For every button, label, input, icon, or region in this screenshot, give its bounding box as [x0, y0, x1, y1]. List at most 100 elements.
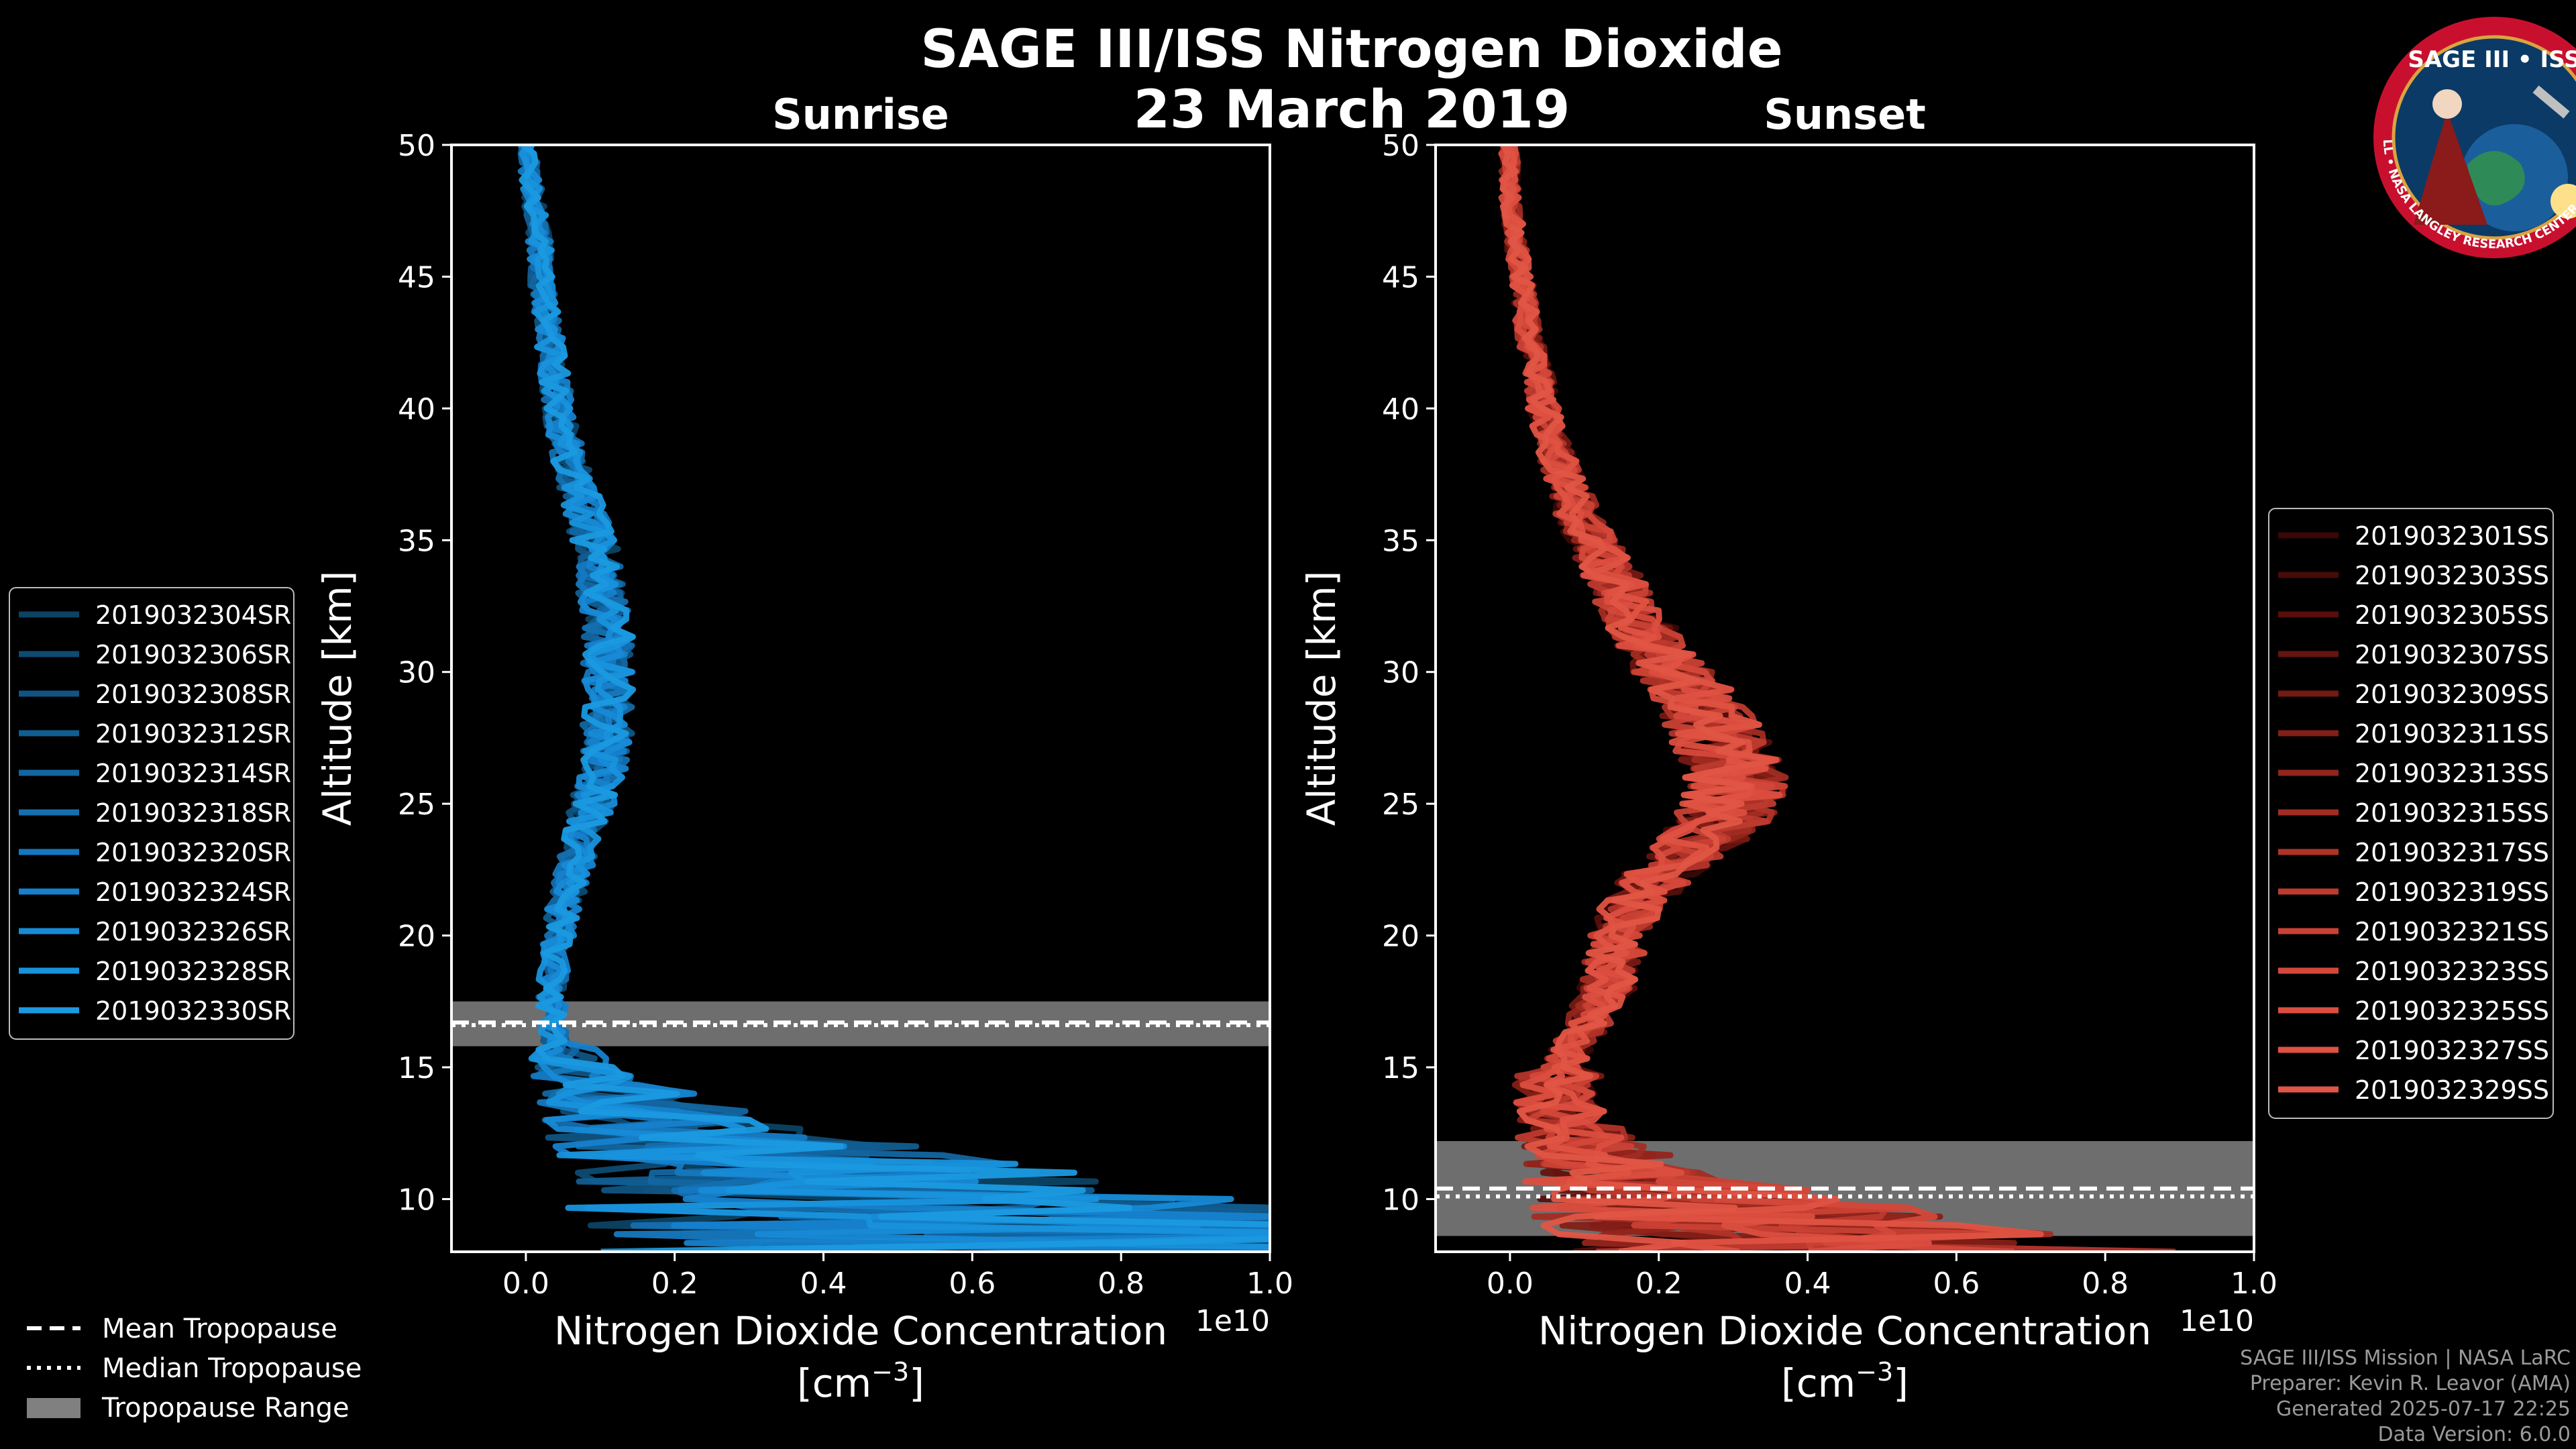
x-tick-label: 0.6	[1933, 1267, 1980, 1301]
legend-label-2019032303SS: 2019032303SS	[2355, 561, 2549, 590]
legend-label-2019032313SS: 2019032313SS	[2355, 759, 2549, 788]
legend-label-2019032309SS: 2019032309SS	[2355, 680, 2549, 709]
x-scale-label: 1e10	[1195, 1304, 1270, 1338]
legend-label-2019032327SS: 2019032327SS	[2355, 1036, 2549, 1065]
legend-label-2019032321SS: 2019032321SS	[2355, 917, 2549, 947]
y-tick-label: 50	[398, 129, 435, 163]
y-axis-label: Altitude [km]	[1299, 571, 1344, 826]
panel-title: Sunrise	[772, 90, 949, 139]
x-tick-label: 1.0	[1246, 1267, 1293, 1301]
legend-label-2019032307SS: 2019032307SS	[2355, 640, 2549, 669]
x-tick-label: 0.2	[651, 1267, 698, 1301]
profile-line-2019032321SS	[1498, 145, 2017, 1252]
chart-title: SAGE III/ISS Nitrogen Dioxide	[920, 19, 1782, 80]
legend-label-2019032325SS: 2019032325SS	[2355, 996, 2549, 1026]
y-tick-label: 20	[1382, 920, 1419, 954]
legend-label-2019032319SS: 2019032319SS	[2355, 877, 2549, 907]
x-tick-label: 0.0	[1487, 1267, 1534, 1301]
legend-label-2019032306SR: 2019032306SR	[95, 640, 291, 669]
legend-label-2019032314SR: 2019032314SR	[95, 759, 291, 788]
panel-title: Sunset	[1764, 90, 1926, 139]
x-tick-label: 0.6	[949, 1267, 996, 1301]
x-axis-unit-open: [cm	[797, 1360, 871, 1406]
logo-text: SAGE III • ISS	[2408, 46, 2576, 73]
legend-frame	[2268, 508, 2554, 1119]
legend-label-2019032304SR: 2019032304SR	[95, 600, 291, 630]
x-tick-label: 0.8	[2082, 1267, 2129, 1301]
legend-label-2019032318SR: 2019032318SR	[95, 798, 291, 828]
credits-mission: SAGE III/ISS Mission | NASA LaRC	[2240, 1346, 2571, 1370]
panel-sunset: 0.0 0.2 0.4 0.6 0.8 1.0 10 15 20 25 30 35 40 45 50 Suns…	[1299, 90, 2277, 1406]
legend-label-2019032315SS: 2019032315SS	[2355, 798, 2549, 828]
legend-label-2019032317SS: 2019032317SS	[2355, 838, 2549, 867]
x-tick-label: 0.2	[1635, 1267, 1682, 1301]
logo-sun	[2551, 184, 2576, 219]
y-tick-label: 45	[398, 260, 435, 294]
legend-label-2019032326SR: 2019032326SR	[95, 917, 291, 947]
profile-line-2019032328SR	[519, 145, 1270, 1250]
legend-label-dotted: Median Tropopause	[102, 1353, 362, 1384]
legend-label-2019032301SS: 2019032301SS	[2355, 521, 2549, 551]
legend-label-patch: Tropopause Range	[101, 1393, 350, 1424]
y-tick-label: 30	[398, 656, 435, 690]
y-tick-label: 10	[1382, 1183, 1419, 1217]
x-axis-unit-close: ]	[909, 1360, 924, 1406]
profile-line-2019032326SR	[522, 145, 1234, 1252]
legend-label-2019032305SS: 2019032305SS	[2355, 600, 2549, 630]
x-tick-label: 0.4	[800, 1267, 847, 1301]
tropopause-legend: Mean Tropopause Median Tropopause Tropopau…	[27, 1313, 362, 1424]
x-axis-unit-exponent: −3	[1856, 1357, 1893, 1387]
x-axis-unit-open: [cm	[1781, 1360, 1856, 1406]
chart-date: 23 March 2019	[1134, 80, 1570, 140]
credits-generated: Generated 2025-07-17 22:25	[2275, 1397, 2571, 1421]
credits-block: SAGE III/ISS Mission | NASA LaRC Prepare…	[2240, 1346, 2571, 1448]
plot-frame	[1434, 144, 2255, 1253]
y-tick-label: 25	[398, 788, 435, 822]
legend-label-2019032312SR: 2019032312SR	[95, 719, 291, 749]
profile-line-2019032329SS	[1499, 145, 1780, 1252]
y-tick-label: 10	[398, 1183, 435, 1217]
y-tick-label: 25	[1382, 788, 1419, 822]
legend-label-2019032308SR: 2019032308SR	[95, 680, 291, 709]
legend-frame	[9, 587, 294, 1040]
logo-station	[2532, 85, 2570, 119]
profile-line-2019032330SR	[519, 145, 1270, 1252]
y-axis-label: Altitude [km]	[315, 571, 360, 826]
x-tick-label: 0.0	[502, 1267, 549, 1301]
y-tick-label: 40	[398, 392, 435, 427]
legend-label-2019032324SR: 2019032324SR	[95, 877, 291, 907]
y-tick-label: 40	[1382, 392, 1419, 427]
x-scale-label: 1e10	[2180, 1304, 2254, 1338]
profile-lines	[517, 145, 1270, 1252]
legend-range-swatch	[27, 1398, 80, 1418]
logo-figure	[2414, 111, 2487, 225]
y-tick-label: 50	[1382, 129, 1419, 163]
y-tick-label: 15	[1382, 1051, 1419, 1085]
y-tick-label: 15	[398, 1051, 435, 1085]
x-tick-label: 1.0	[2231, 1267, 2277, 1301]
x-axis-label: Nitrogen Dioxide Concentration	[1538, 1308, 2151, 1354]
legend-label-2019032330SR: 2019032330SR	[95, 996, 291, 1026]
legend-label-2019032320SR: 2019032320SR	[95, 838, 291, 867]
y-tick-label: 45	[1382, 260, 1419, 294]
x-axis-unit-exponent: −3	[871, 1357, 909, 1387]
panel-sunrise: 0.0 0.2 0.4 0.6 0.8 1.0 10 15 20 25 30 35 40 45 50 Sunr…	[315, 90, 1293, 1406]
legend-label-2019032329SS: 2019032329SS	[2355, 1075, 2549, 1105]
x-axis-label: Nitrogen Dioxide Concentration	[554, 1308, 1167, 1354]
credits-version: Data Version: 6.0.0	[2377, 1423, 2571, 1446]
panels-layer: 0.0 0.2 0.4 0.6 0.8 1.0 10 15 20 25 30 35 40 45 50 Sunr…	[315, 90, 2277, 1406]
y-tick-label: 30	[1382, 656, 1419, 690]
logo-continent	[2467, 151, 2525, 206]
legend-label-2019032311SS: 2019032311SS	[2355, 719, 2549, 749]
legend-label-dashed: Mean Tropopause	[102, 1313, 337, 1344]
legend-label-2019032323SS: 2019032323SS	[2355, 957, 2549, 986]
y-tick-label: 35	[398, 524, 435, 558]
profile-lines	[1498, 145, 2176, 1252]
x-axis-unit: [cm−3]	[1781, 1357, 1909, 1406]
y-tick-label: 35	[1382, 524, 1419, 558]
sunrise-legend: 2019032304SR 2019032306SR 2019032308SR 2019…	[9, 587, 294, 1040]
sunset-legend: 2019032301SS 2019032303SS 2019032305SS 2019…	[2268, 508, 2554, 1119]
plot-frame	[450, 144, 1271, 1253]
x-tick-label: 0.8	[1097, 1267, 1144, 1301]
